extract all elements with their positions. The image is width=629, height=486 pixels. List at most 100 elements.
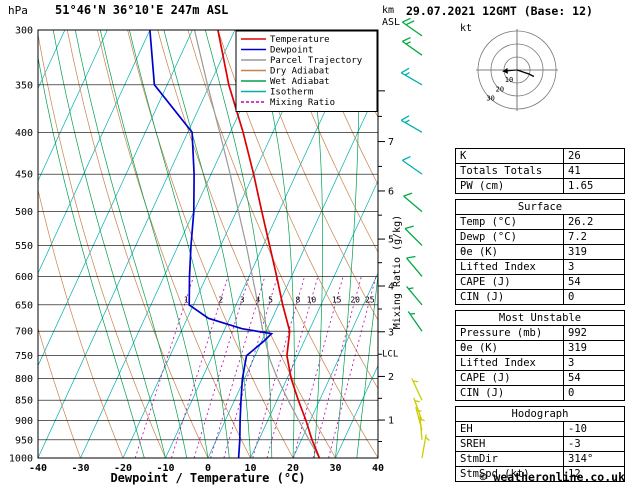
dry-adiabat-line [277,30,378,253]
temp-tick-label: 40 [372,463,384,474]
legend-label: Parcel Trajectory [270,56,363,66]
dewpoint-line [149,30,274,458]
dry-adiabat-line [308,30,378,186]
table-row: Totals Totals 41 [455,163,625,179]
stat-value: 314° [563,451,625,467]
km-tick-label: 7 [388,137,394,148]
pressure-tick-label: 500 [15,207,33,218]
mixing-ratio-line [266,276,319,458]
background-lines: 1 2 3 4 5 8 10 15 20 25 [38,30,450,458]
temp-tick-label: 20 [287,463,299,474]
indices-table: K 26 Totals Totals 41 PW (cm) 1.65 [455,148,625,194]
stat-label: CIN (J) [455,385,564,401]
wind-barb [401,17,423,37]
stat-value: 0 [563,289,625,305]
table-row: StmSpd (kt) 12 [455,466,625,482]
mixing-ratio-value: 25 [365,295,375,304]
pressure-tick-label: 400 [15,128,33,139]
mixing-ratio-line [210,276,266,458]
hodograph-table: Hodograph EH -10 SREH -3 StmDir 314° StmSpd (kt… [455,406,625,482]
temp-tick-label: 0 [205,463,211,474]
dry-adiabat-line [368,30,378,52]
stat-label: Dewp (°C) [455,229,564,245]
stat-value: 26 [563,148,625,164]
isotherm-line [250,179,378,458]
mixing-ratio-value: 8 [296,295,301,304]
table-row: Dewp (°C) 7.2 [455,229,625,245]
pressure-tick-label: 900 [15,416,33,427]
stat-label: StmDir [455,451,564,467]
wind-barb [404,225,423,246]
legend-label: Wet Adiabat [270,77,330,87]
pressure-tick-label: 550 [15,241,33,252]
wet-adiabat-line [52,30,166,458]
hodograph-ring-label: 20 [496,85,504,93]
table-row: CAPE (J) 54 [455,370,625,386]
stat-value: 3 [563,259,625,275]
parcel-trajectory-line [193,30,320,458]
temp-tick-label: 30 [329,463,341,474]
temp-tick-label: -10 [156,463,174,474]
km-tick-label: 3 [388,327,394,338]
run-title: 29.07.2021 12GMT (Base: 12) [406,4,593,18]
stat-label: EH [455,421,564,437]
mixing-ratio-value: 10 [307,295,317,304]
pressure-tick-label: 800 [15,374,33,385]
km-tick-label: 5 [388,235,394,246]
dry-adiabat-line [38,327,81,458]
km-tick-label: 4 [388,281,394,292]
stat-value: 41 [563,163,625,179]
wind-barb [401,36,423,56]
stat-value: 319 [563,244,625,260]
mixing-ratio-value: 20 [350,295,360,304]
profiles [149,30,321,458]
km-tick-label: 2 [388,372,394,383]
pressure-tick-label: 600 [15,272,33,283]
stats-panel: K 26 Totals Totals 41 PW (cm) 1.65 Surface Temp… [455,148,625,486]
wind-barb [406,286,423,306]
section-title: Most Unstable [455,310,625,326]
stat-label: SREH [455,436,564,452]
storm-motion-arrowhead [502,67,508,74]
temp-tick-label: -30 [71,463,89,474]
legend-label: Dry Adiabat [270,67,330,77]
wind-barb [419,415,425,440]
mixing-ratio-line [293,276,344,458]
isotherm-line [335,364,378,458]
stat-label: CAPE (J) [455,370,564,386]
stat-value: 1.65 [563,178,625,194]
wind-barb [400,115,423,133]
table-row: θe (K) 319 [455,244,625,260]
stat-label: Temp (°C) [455,214,564,230]
isotherm-line [38,30,193,367]
stat-value: -3 [563,436,625,452]
km-tick-label: 1 [388,416,394,427]
stat-label: PW (cm) [455,178,564,194]
mixing-ratio-value: 15 [332,295,342,304]
hodograph-ring [503,56,531,84]
wind-barb-column [400,17,430,459]
mixing-ratio-value: 5 [268,295,273,304]
mixing-ratio-line [223,276,278,458]
wet-adiabat-line [377,455,378,458]
stat-label: Totals Totals [455,163,564,179]
hodograph-trace [516,69,535,78]
pressure-tick-label: 350 [15,80,33,91]
dry-adiabat-line [429,30,450,458]
skewt-chart: hPa 51°46'N 36°10'E 247m ASL km ASL Dewp… [8,3,450,485]
hodograph-ring-label: 30 [486,95,494,103]
stat-label: Pressure (mb) [455,325,564,341]
wind-barb [407,311,423,332]
mixing-ratio-axis-label: Mixing Ratio (g/kg) [392,215,403,329]
table-row: CIN (J) 0 [455,385,625,401]
pressure-unit-label: hPa [8,4,28,17]
isotherm-line [38,30,236,458]
temp-tick-label: 10 [244,463,256,474]
temp-tick-label: -20 [114,463,132,474]
wet-adiabat-line [74,30,188,458]
stat-value: -10 [563,421,625,437]
hodograph-ring [477,30,557,110]
